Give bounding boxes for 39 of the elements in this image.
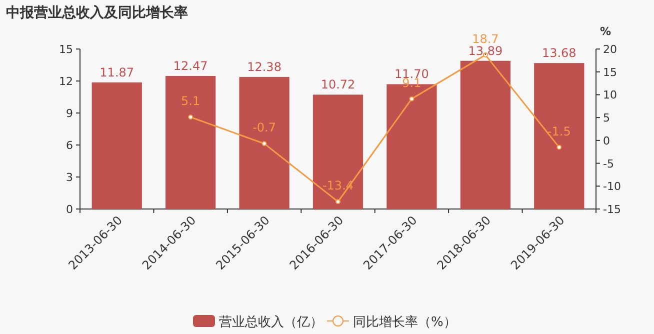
bar [312,94,364,209]
point [336,199,340,204]
legend-label: 同比增长率（%） [353,314,456,330]
y2-tick-label: 20 [603,43,617,56]
title: 中报营业总收入及同比增长率 [6,5,188,21]
legend-label: 营业总收入（亿） [219,315,323,330]
y-tick-label: 3 [66,171,73,184]
y2-tick-label: 15 [603,66,617,79]
y-tick-label: 15 [59,43,73,56]
data-label: 13.68 [542,46,576,60]
y2-tick-label: 0 [603,134,610,148]
y2-tick-label: -10 [603,180,621,194]
y2-tick-label: -5 [603,157,614,170]
data-label: -1.5 [547,124,571,138]
data-label: 13.89 [468,44,503,58]
bar [166,76,216,209]
data-label: 11.87 [100,65,134,80]
point [556,144,562,150]
y2-tick-label: -15 [603,203,621,216]
bar [534,63,584,209]
y-tick-label: 9 [66,107,73,120]
y-tick-label: 6 [66,139,73,152]
point [262,141,267,146]
y-tick-label: 12 [59,75,73,88]
point [409,96,414,102]
y-tick-label: 0 [66,203,73,216]
data-label: 12.47 [173,58,208,73]
data-label: 5.1 [181,94,200,108]
point [188,114,194,120]
y2-tick-label: 5 [603,112,610,125]
y2-tick-label: 10 [603,88,617,102]
bar [460,60,510,209]
data-label: 18.7 [472,32,499,46]
y2-axis-title: % [600,25,612,38]
data-label: -0.7 [252,120,276,135]
bar [239,76,290,209]
data-label: 12.38 [247,60,282,74]
bar [92,82,142,209]
data-label: 10.72 [320,78,356,92]
